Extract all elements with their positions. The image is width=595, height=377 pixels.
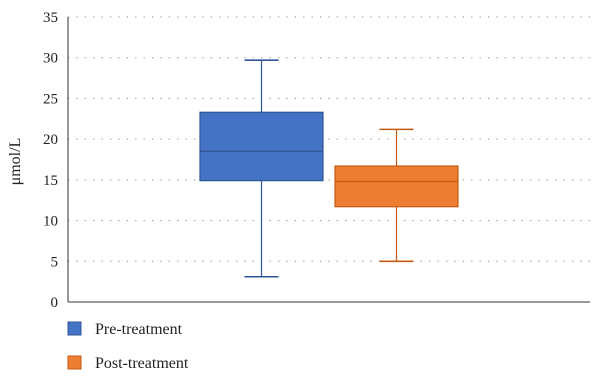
y-axis-tick-labels: 0 5 10 15 20 25 30 35	[43, 10, 58, 311]
iqr-box	[334, 165, 459, 208]
box-pre-treatment	[199, 59, 324, 278]
y-tick-label: 35	[43, 10, 58, 26]
legend-label: Pre-treatment	[95, 321, 183, 338]
legend-label: Post-treatment	[95, 355, 189, 372]
y-tick-label: 15	[43, 173, 58, 189]
y-tick-label: 20	[43, 132, 58, 148]
iqr-box	[199, 111, 324, 182]
y-axis-title: μmol/L	[7, 138, 24, 186]
y-tick-label: 5	[51, 254, 59, 270]
legend-swatch	[67, 355, 82, 370]
boxes	[199, 59, 459, 278]
gridlines	[68, 16, 590, 262]
box-post-treatment	[334, 128, 459, 263]
legend-swatch	[67, 321, 82, 336]
y-tick-label: 25	[43, 91, 58, 107]
legend: Pre-treatment Post-treatment	[67, 321, 189, 372]
y-tick-label: 30	[43, 51, 58, 67]
y-tick-label: 10	[43, 214, 58, 230]
y-tick-label: 0	[51, 295, 59, 311]
